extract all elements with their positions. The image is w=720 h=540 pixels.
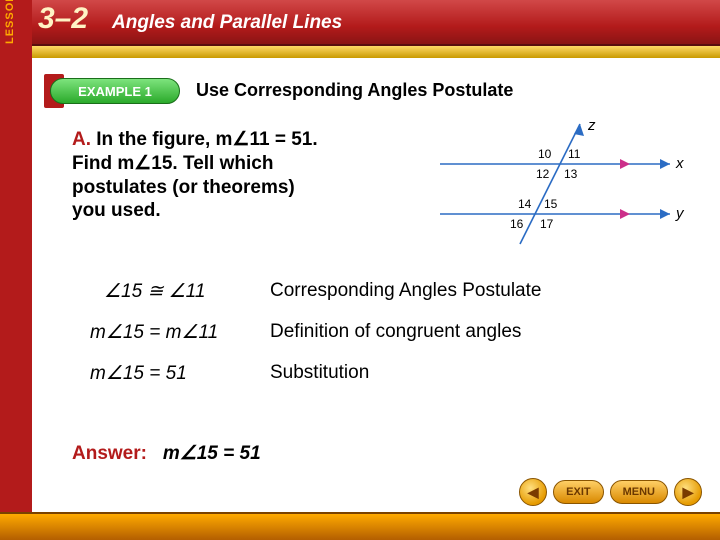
geometry-figure: z x y 10 11 12 13 14 15 16 17 (430, 114, 690, 254)
proof-right: Substitution (270, 362, 650, 385)
proof-row: ∠15 ≅ ∠11 Corresponding Angles Postulate (90, 280, 650, 303)
proof-left: m∠15 = m∠11 (90, 321, 270, 344)
chapter-number: 3–2 (38, 2, 88, 36)
answer-label: Answer: (72, 443, 147, 464)
nav-controls: ◀ EXIT MENU ▶ (519, 478, 702, 506)
next-button[interactable]: ▶ (674, 478, 702, 506)
proof-steps: ∠15 ≅ ∠11 Corresponding Angles Postulate… (90, 280, 650, 403)
angle-17: 17 (540, 217, 554, 231)
exit-button[interactable]: EXIT (553, 480, 603, 504)
bottom-bar (0, 512, 720, 540)
proof-row: m∠15 = m∠11 Definition of congruent angl… (90, 321, 650, 344)
answer-value: m∠15 = 51 (163, 443, 261, 464)
gold-stripe (32, 46, 720, 58)
angle-11: 11 (568, 147, 581, 161)
problem-line1: In the figure, m∠11 = 51. (96, 129, 317, 150)
label-y: y (675, 205, 685, 222)
angle-12: 12 (536, 167, 550, 181)
problem-line3: postulates (or theorems) (72, 177, 295, 198)
problem-lead: A. (72, 129, 91, 150)
lesson-stripe (0, 0, 32, 540)
lesson-label: LESSON (4, 0, 16, 44)
back-button[interactable]: ◀ (519, 478, 547, 506)
proof-right: Definition of congruent angles (270, 321, 650, 344)
angle-10: 10 (538, 147, 552, 161)
problem-text: A. In the figure, m∠11 = 51. Find m∠15. … (72, 128, 402, 223)
label-x: x (675, 155, 684, 172)
problem-line4: you used. (72, 200, 161, 221)
chapter-title: Angles and Parallel Lines (112, 12, 342, 34)
proof-row: m∠15 = 51 Substitution (90, 362, 650, 385)
menu-button[interactable]: MENU (610, 480, 668, 504)
proof-left: ∠15 ≅ ∠11 (90, 280, 270, 303)
example-title: Use Corresponding Angles Postulate (196, 80, 513, 101)
angle-15: 15 (544, 197, 558, 211)
proof-right: Corresponding Angles Postulate (270, 280, 650, 303)
angle-14: 14 (518, 197, 532, 211)
answer-line: Answer: m∠15 = 51 (72, 442, 261, 465)
angle-13: 13 (564, 167, 578, 181)
label-z: z (587, 117, 596, 134)
proof-left: m∠15 = 51 (90, 362, 270, 385)
problem-line2: Find m∠15. Tell which (72, 153, 273, 174)
angle-16: 16 (510, 217, 524, 231)
example-badge: EXAMPLE 1 (50, 78, 180, 104)
